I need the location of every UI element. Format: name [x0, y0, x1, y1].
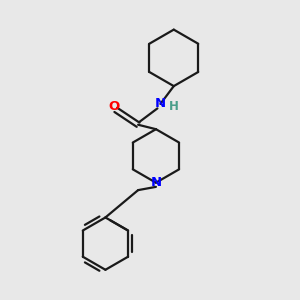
Text: N: N: [150, 176, 161, 189]
Text: O: O: [109, 100, 120, 112]
Text: H: H: [169, 100, 179, 113]
Text: N: N: [155, 98, 166, 110]
